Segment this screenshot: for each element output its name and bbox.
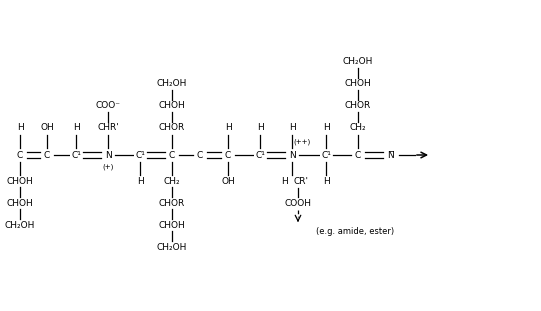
Text: H: H — [281, 177, 288, 185]
Text: C: C — [17, 151, 23, 160]
Text: H: H — [322, 123, 329, 132]
Text: CH₂OH: CH₂OH — [5, 220, 35, 230]
Text: COOH: COOH — [285, 198, 312, 207]
Text: CH₂OH: CH₂OH — [157, 243, 187, 252]
Text: (++): (++) — [293, 139, 311, 145]
Text: CHOH: CHOH — [6, 177, 34, 185]
Text: C¹: C¹ — [321, 151, 331, 160]
Text: CHOR: CHOR — [345, 101, 371, 110]
Text: N: N — [104, 151, 111, 160]
Text: H: H — [17, 123, 23, 132]
Text: CH₂OH: CH₂OH — [157, 80, 187, 89]
Text: C¹: C¹ — [135, 151, 145, 160]
Text: CHR': CHR' — [97, 123, 119, 132]
Text: N̅: N̅ — [387, 151, 393, 160]
Text: H: H — [225, 123, 232, 132]
Text: CHOR: CHOR — [159, 123, 185, 132]
Text: COO⁻: COO⁻ — [96, 101, 121, 110]
Text: CH₂: CH₂ — [164, 177, 180, 185]
Text: H: H — [322, 177, 329, 185]
Text: C: C — [169, 151, 175, 160]
Text: C: C — [44, 151, 50, 160]
Text: CH₂OH: CH₂OH — [343, 58, 373, 67]
Text: CHOH: CHOH — [345, 80, 371, 89]
Text: H: H — [256, 123, 263, 132]
Text: CHOH: CHOH — [159, 220, 186, 230]
Text: (e.g. amide, ester): (e.g. amide, ester) — [316, 226, 394, 235]
Text: C: C — [225, 151, 231, 160]
Text: H: H — [72, 123, 80, 132]
Text: CR': CR' — [294, 177, 309, 185]
Text: C¹: C¹ — [71, 151, 81, 160]
Text: CHOH: CHOH — [159, 101, 186, 110]
Text: C: C — [197, 151, 203, 160]
Text: CHOH: CHOH — [6, 198, 34, 207]
Text: CHOR: CHOR — [159, 198, 185, 207]
Text: C: C — [355, 151, 361, 160]
Text: C¹: C¹ — [255, 151, 265, 160]
Text: H: H — [137, 177, 143, 185]
Text: CH₂: CH₂ — [349, 123, 366, 132]
Text: N: N — [289, 151, 295, 160]
Text: OH: OH — [40, 123, 54, 132]
Text: (+): (+) — [102, 164, 114, 170]
Text: H: H — [289, 123, 295, 132]
Text: OH: OH — [221, 177, 235, 185]
